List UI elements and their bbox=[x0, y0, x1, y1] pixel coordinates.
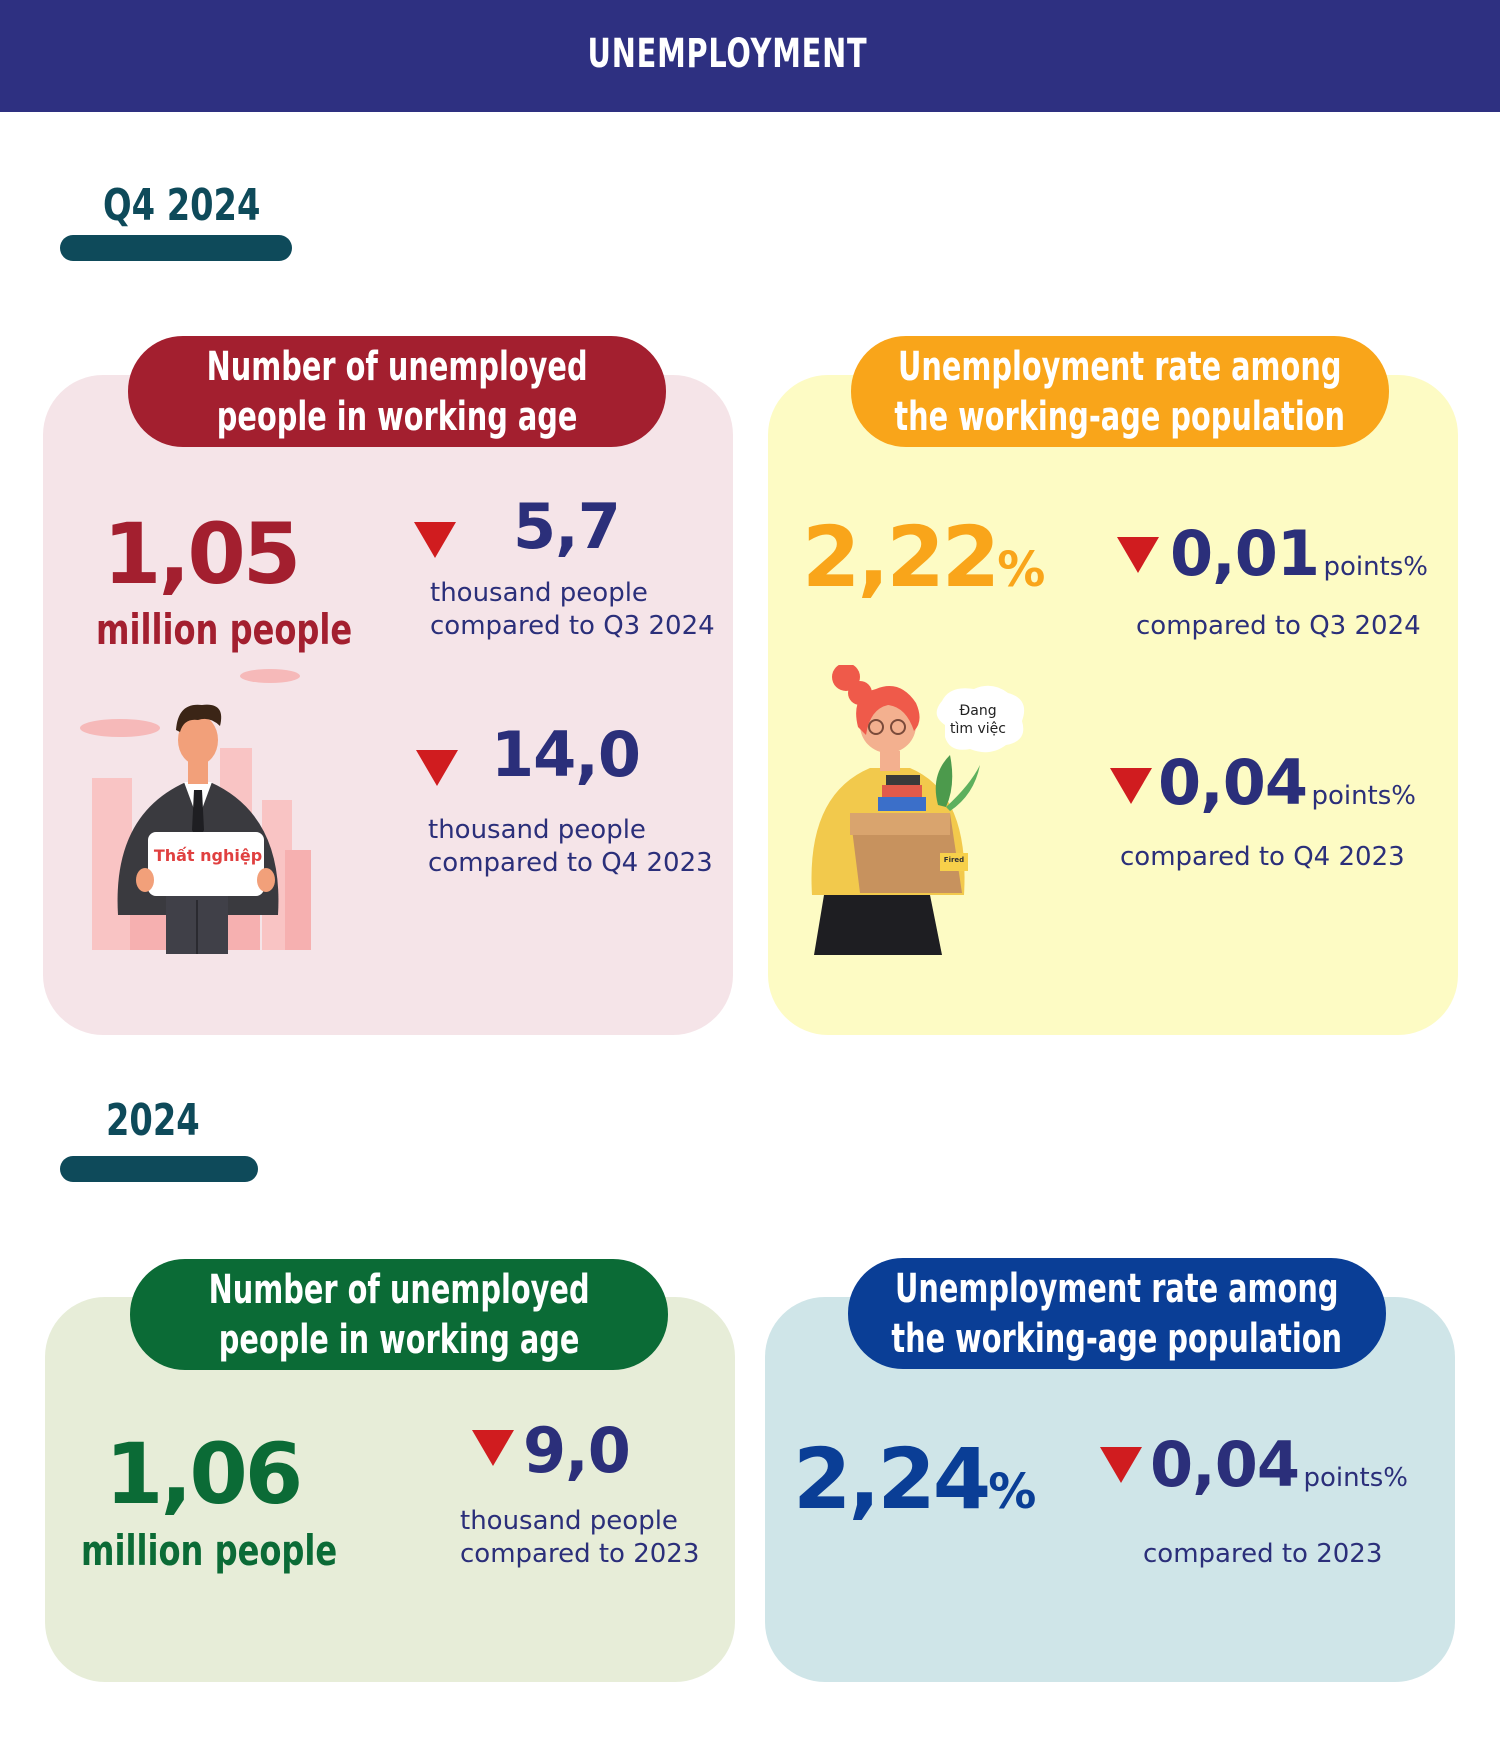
q4-count-change2-value: 14,0 bbox=[491, 718, 641, 791]
q4-rate-change2-unit: points% bbox=[1311, 781, 1416, 811]
section-underline-year bbox=[60, 1156, 258, 1182]
page-title: UNEMPLOYMENT bbox=[587, 31, 868, 77]
year-rate-change-unit: points% bbox=[1303, 1463, 1408, 1493]
year-rate-title-line1: Unemployment rate among bbox=[895, 1265, 1339, 1312]
year-count-title-pill: Number of unemployed people in working a… bbox=[130, 1259, 668, 1370]
q4-count-title-line1: Number of unemployed bbox=[206, 343, 588, 390]
q4-count-unit: million people bbox=[96, 605, 353, 654]
year-count-title-line2: people in working age bbox=[218, 1316, 580, 1363]
section-label-year: 2024 bbox=[106, 1095, 200, 1146]
year-count-change-value: 9,0 bbox=[523, 1414, 631, 1487]
year-rate-change-ref: compared to 2023 bbox=[1143, 1539, 1383, 1569]
year-count-title-line1: Number of unemployed bbox=[208, 1266, 590, 1313]
q4-count-change2-ref: compared to Q4 2023 bbox=[428, 848, 713, 878]
down-arrow-icon bbox=[414, 522, 456, 558]
year-rate-title-pill: Unemployment rate among the working-age … bbox=[848, 1258, 1386, 1369]
thought-bubble-icon bbox=[936, 685, 1025, 753]
q4-rate-title-line1: Unemployment rate among bbox=[898, 343, 1342, 390]
q4-rate-change1-group: 0,01 points% bbox=[1170, 517, 1428, 590]
q4-count-change1-value: 5,7 bbox=[513, 490, 621, 563]
q4-rate-change1-ref: compared to Q3 2024 bbox=[1136, 611, 1421, 641]
q4-count-change2-unit: thousand people bbox=[428, 815, 646, 845]
q4-count-change1-unit: thousand people bbox=[430, 578, 648, 608]
header-bar bbox=[0, 0, 1500, 112]
year-count-change-ref: compared to 2023 bbox=[460, 1539, 700, 1569]
q4-rate-title-pill: Unemployment rate among the working-age … bbox=[851, 336, 1389, 447]
q4-count-value: 1,05 bbox=[103, 505, 301, 603]
unemployed-man-illustration bbox=[80, 669, 311, 954]
q4-count-title-line2: people in working age bbox=[216, 393, 578, 440]
q4-rate-value-group: 2,22% bbox=[802, 508, 1045, 606]
section-label-q4: Q4 2024 bbox=[103, 180, 261, 231]
year-count-value: 1,06 bbox=[105, 1425, 303, 1523]
job-seeker-woman-illustration bbox=[811, 665, 980, 955]
year-rate-title-line2: the working-age population bbox=[891, 1315, 1343, 1362]
section-underline-q4 bbox=[60, 235, 292, 261]
q4-rate-value: 2,22 bbox=[802, 508, 1000, 606]
down-arrow-icon bbox=[472, 1430, 514, 1466]
down-arrow-icon bbox=[1117, 537, 1159, 573]
q4-count-title-pill: Number of unemployed people in working a… bbox=[128, 336, 666, 447]
year-count-change-unit: thousand people bbox=[460, 1506, 678, 1536]
q4-rate-change1-unit: points% bbox=[1323, 552, 1428, 582]
q4-rate-title-line2: the working-age population bbox=[894, 393, 1346, 440]
down-arrow-icon bbox=[1110, 768, 1152, 804]
year-rate-value: 2,24 bbox=[793, 1430, 991, 1528]
thought-bubble-text: Đang tìm việc bbox=[948, 702, 1008, 738]
year-rate-percent: % bbox=[988, 1464, 1037, 1520]
down-arrow-icon bbox=[416, 750, 458, 786]
q4-count-change1-ref: compared to Q3 2024 bbox=[430, 611, 715, 641]
year-rate-value-group: 2,24% bbox=[793, 1430, 1036, 1528]
q4-rate-change2-group: 0,04 points% bbox=[1158, 746, 1416, 819]
year-rate-change-group: 0,04 points% bbox=[1150, 1428, 1408, 1501]
sign-text: Thất nghiệp bbox=[153, 846, 263, 865]
down-arrow-icon bbox=[1100, 1447, 1142, 1483]
q4-rate-change2-ref: compared to Q4 2023 bbox=[1120, 842, 1405, 872]
q4-rate-change2-value: 0,04 bbox=[1158, 746, 1308, 819]
year-count-unit: million people bbox=[81, 1526, 338, 1575]
bubble-line2: tìm việc bbox=[950, 721, 1006, 737]
q4-rate-change1-value: 0,01 bbox=[1170, 517, 1320, 590]
q4-rate-percent: % bbox=[997, 542, 1046, 598]
box-label: Fired bbox=[943, 856, 965, 864]
year-rate-change-value: 0,04 bbox=[1150, 1428, 1300, 1501]
bubble-line1: Đang bbox=[959, 703, 997, 719]
